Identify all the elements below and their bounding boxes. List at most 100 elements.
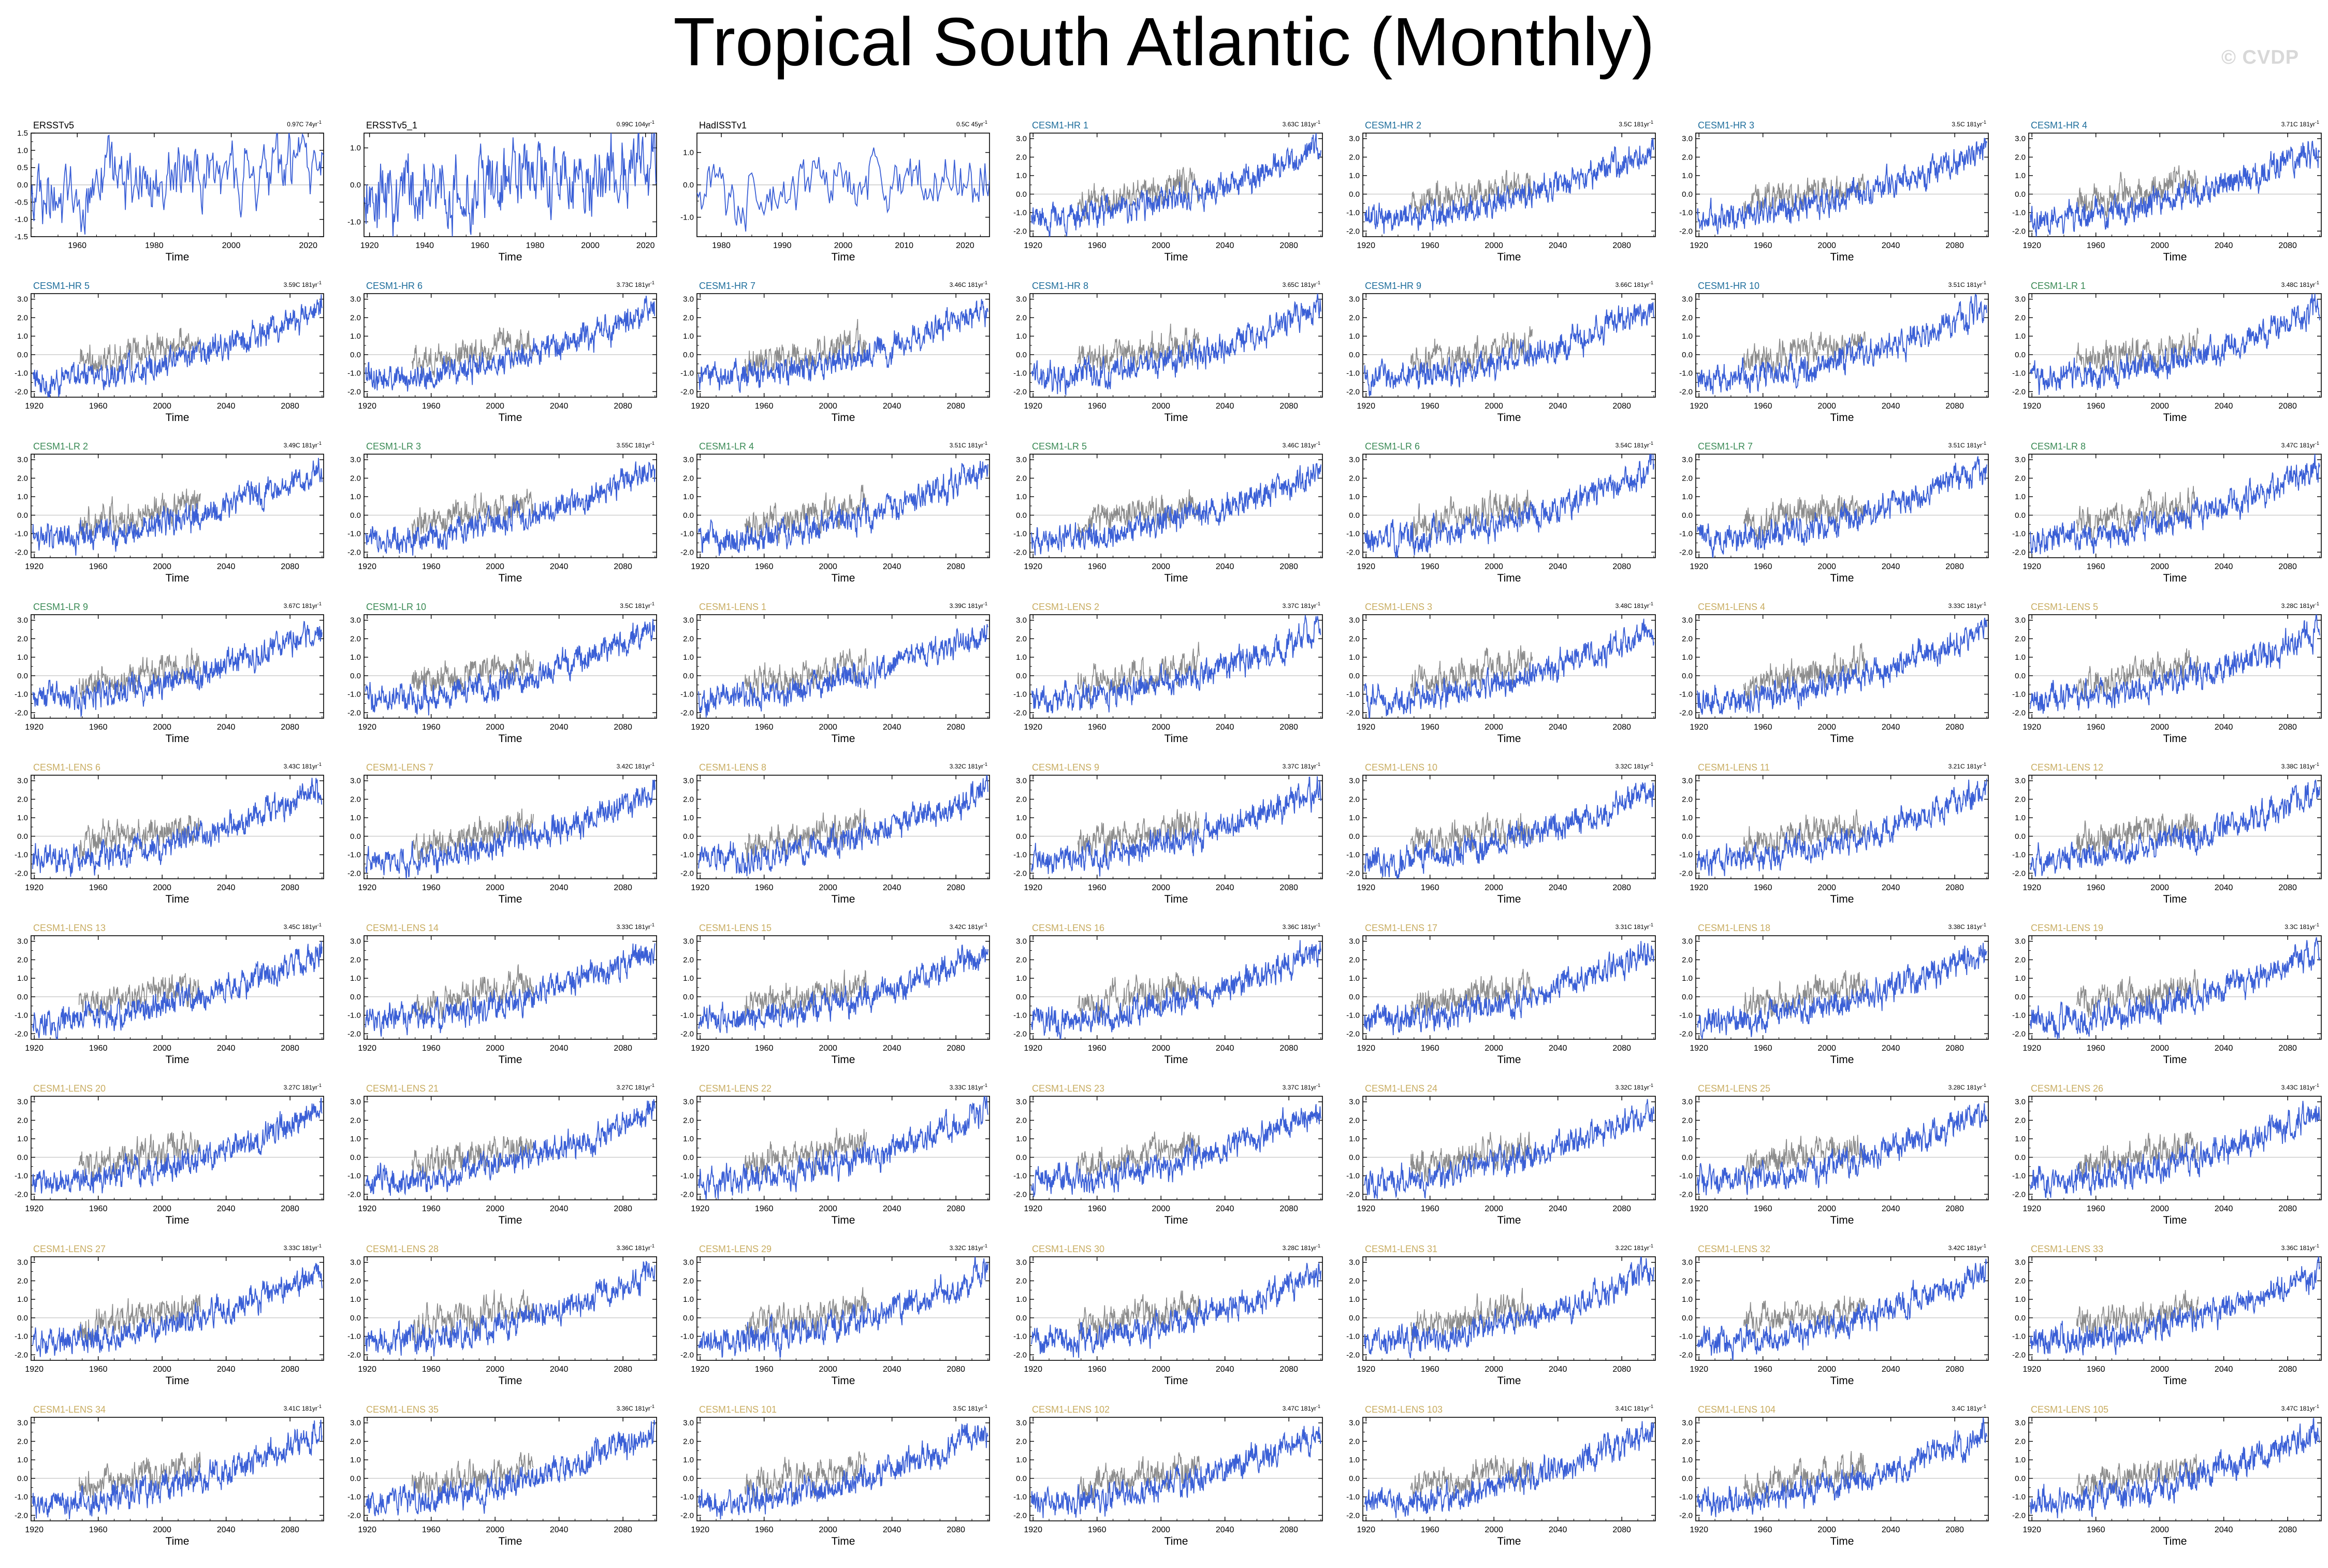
y-tick-label: -2.0 — [14, 1511, 28, 1520]
x-tick-label: 2080 — [1945, 1365, 1964, 1374]
y-tick-label: -2.0 — [1679, 387, 1693, 396]
x-tick-label: 2080 — [614, 1365, 632, 1374]
model-series-line — [698, 624, 988, 718]
x-tick-label: 2040 — [1549, 1526, 1567, 1534]
x-tick-label: 1920 — [2023, 562, 2041, 571]
x-tick-label: 2080 — [2278, 241, 2297, 250]
y-tick-label: 3.0 — [2015, 456, 2026, 464]
panel-cesm1-lens-104: CESM1-LENS 104 3.4C 181yr-1 -2.0 -1.0 0.0 1.0… — [1679, 1404, 1989, 1547]
panel-title: CESM1-LENS 19 — [2031, 923, 2103, 933]
y-tick-label: 1.0 — [350, 492, 361, 501]
panel-cesm1-lr-4: CESM1-LR 4 3.51C 181yr-1 -2.0 -1.0 0.0 1.0 2.0… — [680, 441, 990, 584]
x-tick-label: 1960 — [755, 562, 774, 571]
y-tick-label: 2.0 — [2015, 474, 2026, 483]
panel-trend-label: 3.65C 181yr-1 — [1283, 280, 1320, 288]
x-tick-label: 1960 — [1421, 1526, 1439, 1534]
panel-cesm1-lens-24: CESM1-LENS 24 3.32C 181yr-1 -2.0 -1.0 0.0 1.0… — [1346, 1083, 1656, 1226]
model-series-line — [1031, 940, 1321, 1039]
y-tick-label: -1.0 — [680, 1011, 694, 1020]
y-tick-label: 2.0 — [2015, 634, 2026, 643]
x-tick-label: 2040 — [2215, 562, 2233, 571]
panel-cesm1-lr-3: CESM1-LR 3 3.55C 181yr-1 -2.0 -1.0 0.0 1.0 2.0… — [347, 441, 657, 584]
x-tick-label: 2080 — [1279, 402, 1298, 411]
y-tick-label: 0.0 — [2015, 1314, 2026, 1323]
x-tick-label: 2040 — [2215, 1204, 2233, 1213]
panel-title: CESM1-LENS 28 — [366, 1244, 439, 1254]
y-tick-label: -1.0 — [1346, 1493, 1360, 1502]
x-tick-label: 2040 — [2215, 1526, 2233, 1534]
x-tick-label: 2080 — [2278, 1204, 2297, 1213]
y-tick-label: 1.0 — [683, 149, 694, 157]
x-axis-label: Time — [2163, 1535, 2187, 1547]
y-tick-label: 0.0 — [1682, 190, 1693, 199]
x-axis-label: Time — [832, 1054, 855, 1066]
obs-overlay-line — [1743, 331, 1866, 382]
x-tick-label: 2080 — [947, 723, 965, 732]
y-tick-label: 3.0 — [1349, 616, 1360, 625]
y-tick-label: 3.0 — [350, 456, 361, 464]
y-tick-label: 2.0 — [1682, 153, 1693, 162]
panel-cesm1-lens-33: CESM1-LENS 33 3.36C 181yr-1 -2.0 -1.0 0.0 1.0… — [2012, 1243, 2322, 1387]
x-axis-label: Time — [166, 733, 190, 745]
panel-trend-label: 3.32C 181yr-1 — [950, 762, 987, 770]
y-tick-label: 2.0 — [683, 474, 694, 483]
obs-overlay-line — [2076, 813, 2199, 858]
model-series-line — [32, 1419, 323, 1519]
y-tick-label: 2.0 — [350, 474, 361, 483]
x-tick-label: 1920 — [358, 1365, 376, 1374]
x-tick-label: 2040 — [550, 1365, 569, 1374]
y-tick-label: 1.0 — [1682, 1135, 1693, 1143]
x-tick-label: 2080 — [947, 562, 965, 571]
x-tick-label: 2040 — [217, 723, 236, 732]
x-tick-label: 1960 — [68, 241, 86, 250]
x-axis-label: Time — [2163, 1214, 2187, 1226]
y-tick-label: -1.0 — [347, 530, 361, 539]
x-tick-label: 1920 — [1024, 723, 1042, 732]
panel-cesm1-lens-18: CESM1-LENS 18 3.38C 181yr-1 -2.0 -1.0 0.0 1.0… — [1679, 922, 1989, 1066]
x-tick-label: 1920 — [1357, 402, 1375, 411]
x-tick-label: 1920 — [1024, 562, 1042, 571]
panel-cesm1-hr-1: CESM1-HR 1 3.63C 181yr-1 -2.0 -1.0 0.0 1.0 2.0… — [1013, 120, 1323, 263]
x-axis-label: Time — [1497, 1535, 1521, 1547]
panel-cesm1-lens-23: CESM1-LENS 23 3.37C 181yr-1 -2.0 -1.0 0.0 1.0… — [1013, 1083, 1323, 1226]
y-tick-label: 1.0 — [1016, 332, 1027, 341]
y-tick-label: -2.0 — [1679, 1029, 1693, 1038]
panel-cesm1-lens-3: CESM1-LENS 3 3.48C 181yr-1 -2.0 -1.0 0.0 1.0 2… — [1346, 601, 1656, 745]
y-tick-label: 3.0 — [17, 1258, 28, 1267]
panel-title: CESM1-LENS 24 — [1365, 1083, 1437, 1094]
panel-title: CESM1-HR 2 — [1365, 120, 1421, 130]
x-tick-label: 1920 — [1690, 241, 1708, 250]
y-tick-label: -2.0 — [2012, 387, 2026, 396]
panel-title: ERSSTv5 — [33, 120, 74, 130]
x-tick-label: 1960 — [422, 402, 441, 411]
x-tick-label: 2000 — [2150, 1044, 2169, 1053]
panel-trend-label: 3.32C 181yr-1 — [1616, 1083, 1653, 1091]
x-axis-label: Time — [1497, 1054, 1521, 1066]
y-tick-label: -1.0 — [14, 1172, 28, 1181]
x-axis-label: Time — [166, 412, 190, 424]
x-tick-label: 1920 — [25, 402, 43, 411]
y-tick-label: 0.0 — [683, 1314, 694, 1323]
obs-overlay-line — [78, 1451, 201, 1502]
y-tick-label: 2.0 — [2015, 313, 2026, 322]
x-axis-label: Time — [1165, 251, 1188, 263]
y-tick-label: -2.0 — [347, 1351, 361, 1359]
panel-trend-label: 3.47C 181yr-1 — [2281, 441, 2319, 449]
panel-trend-label: 3.51C 181yr-1 — [1948, 280, 1986, 288]
x-tick-label: 2000 — [1817, 1204, 1836, 1213]
x-axis-label: Time — [832, 251, 855, 263]
y-tick-label: -1.0 — [1013, 530, 1027, 539]
panel-cesm1-lens-12: CESM1-LENS 12 3.38C 181yr-1 -2.0 -1.0 0.0 1.0… — [2012, 762, 2322, 905]
y-tick-label: 1.0 — [1016, 1295, 1027, 1304]
panel-cesm1-lens-11: CESM1-LENS 11 3.21C 181yr-1 -2.0 -1.0 0.0 1.0… — [1679, 762, 1989, 905]
x-tick-label: 2000 — [581, 241, 600, 250]
x-tick-label: 2040 — [217, 402, 236, 411]
x-axis-label: Time — [499, 251, 522, 263]
y-tick-label: 1.0 — [1016, 1456, 1027, 1464]
model-series-line — [1031, 1104, 1321, 1197]
x-tick-label: 1960 — [471, 241, 489, 250]
x-tick-label: 2080 — [947, 1526, 965, 1534]
x-tick-label: 1920 — [1024, 1044, 1042, 1053]
y-tick-label: 1.0 — [17, 653, 28, 662]
x-tick-label: 2000 — [486, 1526, 504, 1534]
